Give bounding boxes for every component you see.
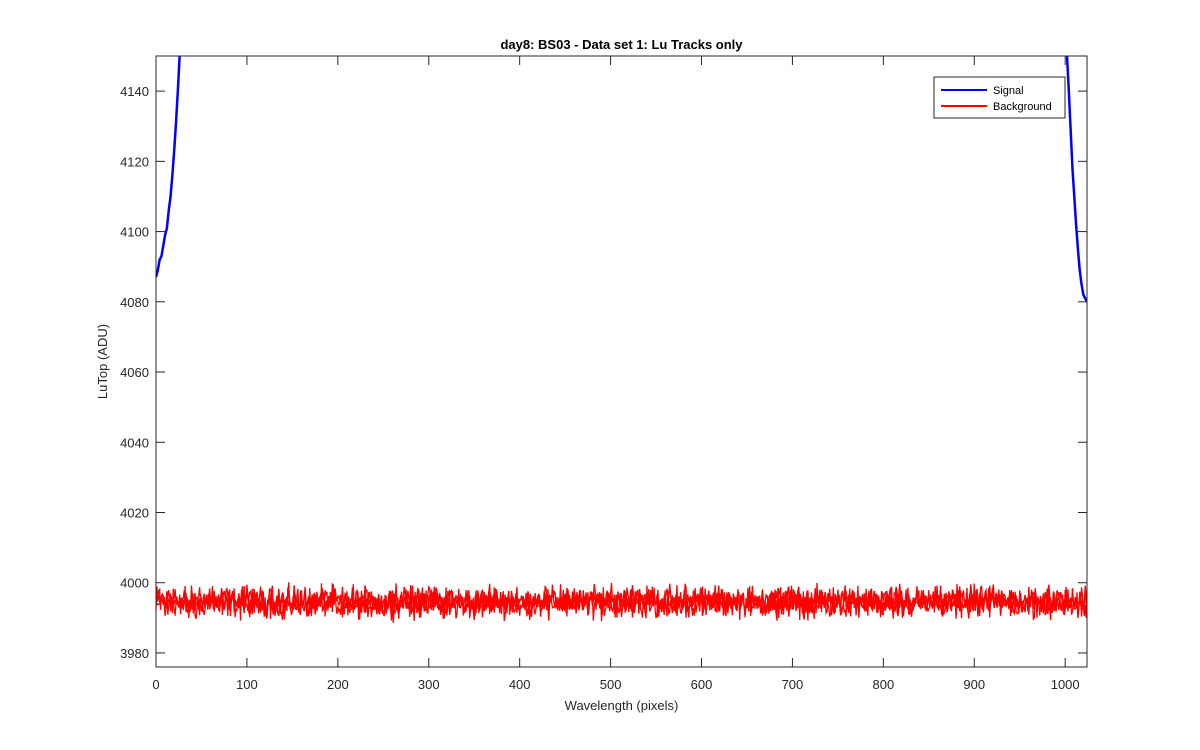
legend-box (933, 76, 1066, 119)
legend-signal-label: Signal (993, 85, 1024, 97)
y-tick-label: 4000 (120, 576, 149, 591)
plot-area (156, 56, 1087, 667)
x-tick-label: 400 (509, 677, 531, 692)
y-tick-label: 4120 (120, 154, 149, 169)
signal-series-line (156, 56, 181, 278)
x-tick-label: 1000 (1051, 677, 1080, 692)
tick-layer: 0 100 200 300 400 500 600 700 800 900 1000 3980 4000… (120, 56, 1087, 692)
x-tick-label: 600 (691, 677, 713, 692)
series-layer (156, 56, 1087, 624)
x-tick-label: 300 (418, 677, 440, 692)
y-tick-label: 4100 (120, 225, 149, 240)
x-tick-label: 700 (782, 677, 804, 692)
x-tick-label: 0 (152, 677, 159, 692)
y-tick-label: 4080 (120, 295, 149, 310)
x-tick-label: 800 (872, 677, 894, 692)
chart-title: day8: BS03 - Data set 1: Lu Tracks only (500, 37, 743, 52)
x-axis-label: Wavelength (pixels) (565, 698, 679, 713)
y-tick-label: 4060 (120, 365, 149, 380)
y-tick-label: 4040 (120, 435, 149, 450)
y-axis-label: LuTop (ADU) (95, 324, 110, 399)
x-tick-label: 200 (327, 677, 349, 692)
legend-background-label: Background (993, 101, 1052, 113)
y-tick-label: 4020 (120, 505, 149, 520)
signal-series-line (1065, 56, 1087, 303)
axes-box (155, 55, 1088, 668)
legend: Signal Background (933, 76, 1066, 119)
x-tick-label: 100 (236, 677, 258, 692)
y-tick-label: 3980 (120, 646, 149, 661)
background-series-line (156, 582, 1087, 621)
x-tick-label: 900 (963, 677, 985, 692)
x-tick-label: 500 (600, 677, 622, 692)
y-tick-label: 4140 (120, 84, 149, 99)
